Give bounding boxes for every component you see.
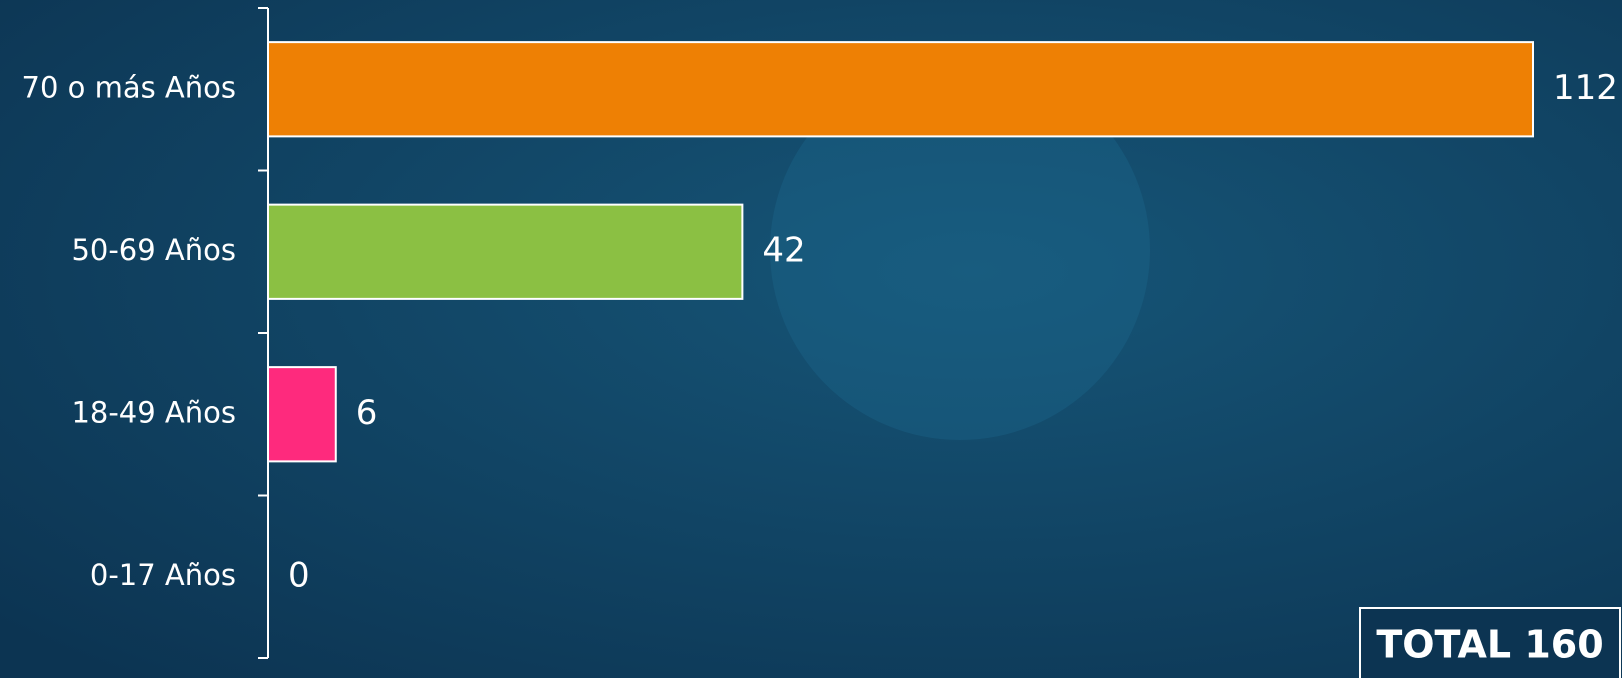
y-tick-label: 18-49 Años xyxy=(71,395,236,429)
bar xyxy=(267,41,1534,138)
total-box xyxy=(1359,607,1621,678)
decoration xyxy=(770,60,1150,440)
y-tick-label: 70 o más Años xyxy=(22,70,237,104)
value-label: 112 xyxy=(1553,68,1618,108)
value-label: 42 xyxy=(762,230,805,270)
value-label: 6 xyxy=(356,393,378,433)
value-label: 0 xyxy=(288,555,310,595)
bar xyxy=(267,203,744,300)
y-tick-label: 50-69 Años xyxy=(71,233,236,267)
bar xyxy=(267,366,337,463)
total-label: TOTAL 160 xyxy=(1376,623,1603,667)
y-tick-label: 0-17 Años xyxy=(90,558,236,592)
